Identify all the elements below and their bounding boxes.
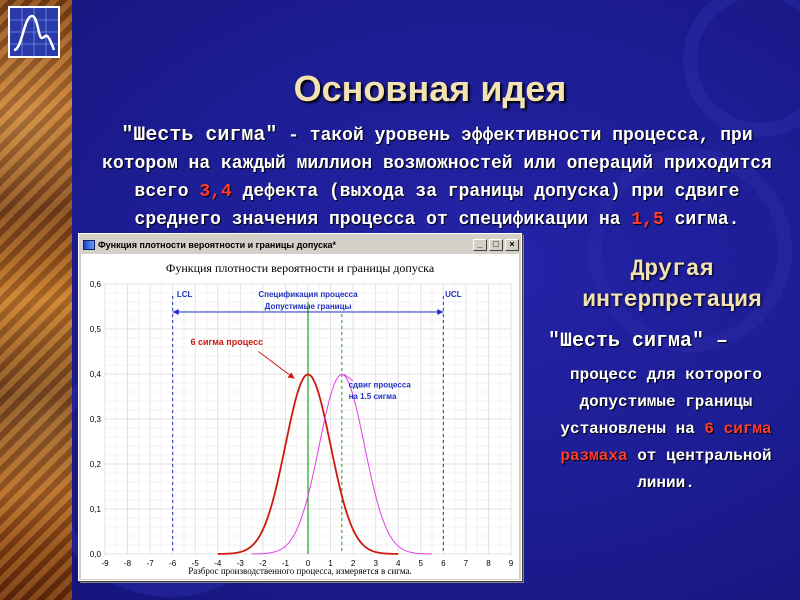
annotation-arrow-six-sigma [258, 351, 295, 379]
tolerance-label: Допустимые границы [265, 302, 352, 311]
x-tick-label: 8 [486, 559, 491, 568]
spec-label: Спецификация процесса [258, 290, 358, 299]
para-red-2: 1,5 [631, 210, 664, 230]
x-tick-label: 5 [419, 559, 424, 568]
right-body: процесс для которого допустимые границы … [548, 362, 784, 497]
right-quote: "Шесть сигма" [548, 330, 705, 353]
x-tick-label: -2 [259, 559, 267, 568]
x-tick-label: 7 [464, 559, 469, 568]
close-button[interactable]: × [505, 238, 519, 251]
chart-title: Функция плотности вероятности и границы … [166, 261, 435, 275]
lcl-label: LCL [177, 290, 193, 299]
x-tick-label: -6 [169, 559, 177, 568]
y-tick-label: 0,3 [90, 415, 102, 424]
main-paragraph: "Шесть сигма" - такой уровень эффективно… [92, 122, 782, 234]
tolerance-arrowhead-right [437, 309, 444, 315]
window-app-icon [83, 239, 95, 250]
chart-window: Функция плотности вероятности и границы … [78, 233, 522, 581]
window-titlebar[interactable]: Функция плотности вероятности и границы … [81, 236, 519, 253]
window-title: Функция плотности вероятности и границы … [98, 239, 337, 250]
series-curve-1 [217, 373, 399, 555]
ucl-label: UCL [445, 290, 462, 299]
x-tick-label: -3 [237, 559, 245, 568]
annotation-arrow-shift [343, 374, 354, 382]
chart-area: Функция плотности вероятности и границы … [81, 254, 519, 579]
series-curve-2 [251, 373, 433, 555]
minimize-button[interactable]: _ [473, 238, 487, 251]
x-tick-label: -9 [101, 559, 109, 568]
para-quote: "Шесть сигма" [121, 124, 278, 147]
right-body-red: 6 сигма размаха [560, 420, 772, 465]
density-chart: Функция плотности вероятности и границы … [90, 261, 514, 576]
para-text-2: дефекта (выхода за границы допуска) при … [134, 182, 740, 230]
right-heading: Другая интерпретация [582, 256, 762, 313]
x-tick-label: 4 [396, 559, 401, 568]
slide-title: Основная идея [293, 68, 567, 109]
y-tick-label: 0,4 [90, 370, 102, 379]
logo-icon [8, 6, 60, 58]
annotation-arrowhead-six-sigma [287, 372, 295, 379]
para-red-1: 3,4 [199, 182, 232, 202]
x-tick-label: 2 [351, 559, 356, 568]
annotation-shift-2: на 1.5 сигма [349, 392, 397, 401]
x-tick-label: 9 [509, 559, 514, 568]
y-tick-label: 0,1 [90, 505, 102, 514]
maximize-button[interactable]: □ [489, 238, 503, 251]
x-tick-label: -5 [192, 559, 200, 568]
right-body-text-1: процесс для которого допустимые границы … [560, 366, 763, 438]
x-tick-label: -1 [282, 559, 290, 568]
y-tick-label: 0,0 [90, 550, 102, 559]
y-tick-label: 0,2 [90, 460, 102, 469]
right-subheading: "Шесть сигма" – [548, 330, 778, 354]
x-tick-label: 0 [306, 559, 311, 568]
x-axis-label: Разброс производственного процесса, изме… [188, 566, 411, 576]
para-text-3: сигма. [663, 210, 740, 230]
decorative-left-strip [0, 0, 72, 600]
para-text-1: - такой уровень эффективности процесса, … [102, 126, 772, 202]
x-tick-label: -8 [124, 559, 132, 568]
right-body-text-2: от центральной линии. [627, 447, 772, 492]
right-dash: – [704, 330, 729, 353]
x-tick-label: 6 [441, 559, 446, 568]
x-tick-label: 3 [373, 559, 378, 568]
x-tick-label: 1 [328, 559, 333, 568]
y-tick-label: 0,6 [90, 280, 102, 289]
annotation-shift-1: сдвиг процесса [349, 381, 412, 390]
x-tick-label: -7 [147, 559, 155, 568]
x-tick-label: -4 [214, 559, 222, 568]
y-tick-label: 0,5 [90, 325, 102, 334]
annotation-six-sigma: 6 сигма процесс [190, 337, 263, 347]
tolerance-arrowhead-left [172, 309, 179, 315]
